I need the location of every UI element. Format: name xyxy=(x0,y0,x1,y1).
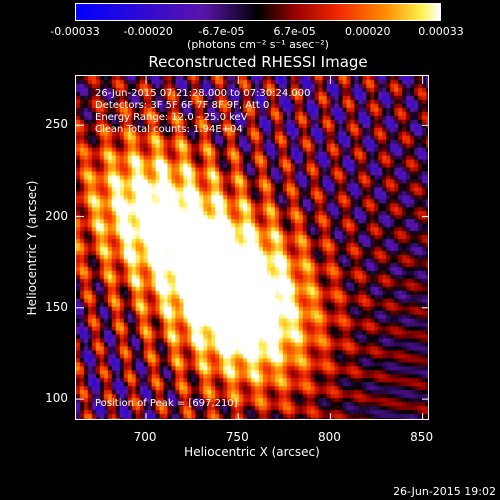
colorbar-tick-label: 0.00020 xyxy=(345,25,391,38)
y-tick-label: 200 xyxy=(45,208,68,223)
time-range-text: 26-Jun-2015 07:21:28.000 to 07:30:24.000 xyxy=(95,88,311,99)
y-tick-label: 250 xyxy=(45,117,68,132)
colorbar-unit: (photons cm⁻² s⁻¹ asec⁻²) xyxy=(187,38,329,51)
colorbar-tick-label: -0.00020 xyxy=(123,25,173,38)
colorbar-tick-label: -0.00033 xyxy=(50,25,100,38)
x-tick-label: 750 xyxy=(225,430,249,444)
detectors-text: Detectors: 3F 5F 6F 7F 8F 9F, Att 0 xyxy=(95,100,270,111)
y-axis-label: Heliocentric Y (arcsec) xyxy=(25,180,39,316)
clean-counts-text: Clean Total counts: 1.94E+04 xyxy=(95,124,243,135)
energy-range-text: Energy Range: 12.0 - 25.0 keV xyxy=(95,112,248,123)
peak-position-text: Position of Peak = [697,210] xyxy=(95,398,238,409)
x-tick-label: 800 xyxy=(317,430,341,444)
axis-ticks xyxy=(76,76,428,419)
x-axis-label: Heliocentric X (arcsec) xyxy=(184,445,320,459)
colorbar-tick-label: 6.7e-05 xyxy=(273,25,316,38)
y-tick-label: 150 xyxy=(45,299,68,314)
heatmap-image xyxy=(76,76,428,419)
plot-area xyxy=(75,75,429,420)
y-tick-label: 100 xyxy=(45,391,68,406)
colorbar-tick-label: 0.00033 xyxy=(418,25,464,38)
x-tick-label: 700 xyxy=(133,430,157,444)
chart-title: Reconstructed RHESSI Image xyxy=(148,53,368,71)
x-tick-label: 850 xyxy=(410,430,434,444)
colorbar xyxy=(75,3,441,21)
colorbar-gradient xyxy=(75,3,441,21)
footer-timestamp: 26-Jun-2015 19:02 xyxy=(393,485,496,498)
colorbar-tick-label: -6.7e-05 xyxy=(198,25,245,38)
